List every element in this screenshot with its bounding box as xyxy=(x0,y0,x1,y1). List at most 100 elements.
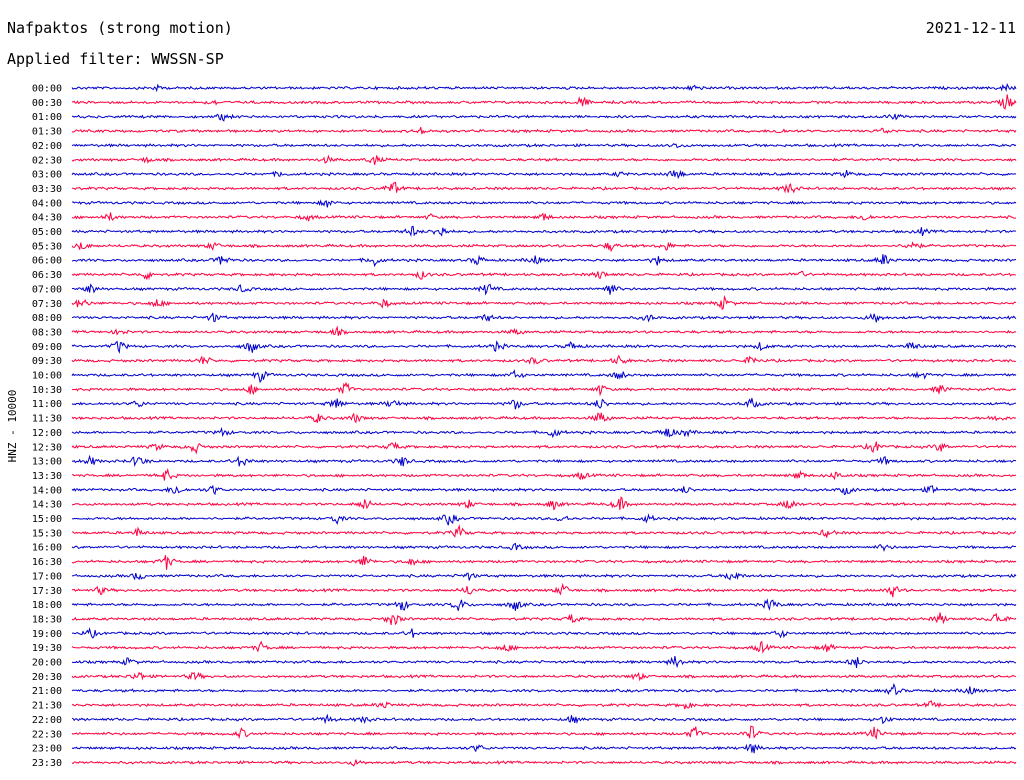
row-time-label: 15:00 xyxy=(32,514,62,525)
trace-line xyxy=(71,143,1017,149)
trace-line xyxy=(71,612,1017,626)
trace-line xyxy=(71,640,1017,654)
trace-line xyxy=(71,582,1017,598)
row-time-label: 22:00 xyxy=(32,715,62,726)
trace-line xyxy=(71,381,1017,397)
trace-line xyxy=(71,154,1017,165)
row-time-label: 09:30 xyxy=(32,356,62,367)
trace-line xyxy=(71,212,1017,222)
trace-line xyxy=(71,340,1017,354)
row-time-label: 03:30 xyxy=(32,184,62,195)
row-time-label: 18:30 xyxy=(32,614,62,625)
trace-line xyxy=(71,412,1017,424)
row-time-label: 19:30 xyxy=(32,643,62,654)
row-time-label: 17:00 xyxy=(32,571,62,582)
row-time-label: 14:30 xyxy=(32,500,62,511)
row-time-label: 07:30 xyxy=(32,299,62,310)
trace-line xyxy=(71,513,1017,526)
row-time-label: 10:00 xyxy=(32,371,62,382)
row-time-label: 04:30 xyxy=(32,213,62,224)
trace-line xyxy=(71,127,1017,135)
row-time-label: 13:30 xyxy=(32,471,62,482)
row-time-label: 21:30 xyxy=(32,701,62,712)
y-axis-label: HNZ - 10000 xyxy=(6,390,19,463)
trace-line xyxy=(71,354,1017,366)
trace-line xyxy=(71,199,1017,208)
row-time-label: 12:30 xyxy=(32,442,62,453)
trace-line xyxy=(71,426,1017,439)
applied-filter: Applied filter: WWSSN-SP xyxy=(7,50,224,68)
trace-line xyxy=(71,656,1016,669)
trace-line xyxy=(71,225,1017,237)
row-time-label: 05:30 xyxy=(32,241,62,252)
row-time-label: 09:00 xyxy=(32,342,62,353)
trace-line xyxy=(71,254,1017,268)
trace-line xyxy=(71,283,1017,296)
row-time-label: 19:00 xyxy=(32,629,62,640)
trace-line xyxy=(71,325,1017,336)
trace-line xyxy=(71,700,1017,710)
row-time-label: 02:30 xyxy=(32,155,62,166)
row-time-label: 05:00 xyxy=(32,227,62,238)
row-time-label: 12:00 xyxy=(32,428,62,439)
trace-line xyxy=(71,682,1017,696)
trace-line xyxy=(71,94,1017,110)
row-time-label: 13:00 xyxy=(32,457,62,468)
trace-line xyxy=(71,524,1017,538)
row-time-label: 14:00 xyxy=(32,485,62,496)
trace-line xyxy=(71,270,1017,281)
station-title: Nafpaktos (strong motion) xyxy=(7,19,233,37)
row-time-label: 22:30 xyxy=(32,729,62,740)
row-time-label: 08:30 xyxy=(32,327,62,338)
trace-line xyxy=(71,571,1017,581)
row-time-label: 20:00 xyxy=(32,658,62,669)
row-time-label: 23:30 xyxy=(32,758,62,769)
row-time-label: 16:00 xyxy=(32,543,62,554)
row-time-label: 01:30 xyxy=(32,127,62,138)
time-tick-labels: 00:00 00:30 01:00 01:30 02:00 02:30 03:00 03:30… xyxy=(32,84,62,769)
trace-line xyxy=(71,496,1017,511)
trace-line xyxy=(71,626,1017,639)
trace-line xyxy=(71,397,1017,410)
trace-line xyxy=(71,484,1017,496)
trace-line xyxy=(71,113,1017,122)
row-time-label: 08:00 xyxy=(32,313,62,324)
trace-line xyxy=(71,312,1017,323)
row-time-label: 23:00 xyxy=(32,744,62,755)
trace-line xyxy=(71,454,1017,468)
row-time-label: 00:30 xyxy=(32,98,62,109)
trace-line xyxy=(71,369,1017,384)
row-time-label: 17:30 xyxy=(32,586,62,597)
trace-line xyxy=(71,169,1017,180)
row-time-label: 16:30 xyxy=(32,557,62,568)
row-time-label: 21:00 xyxy=(32,686,62,697)
row-time-label: 18:00 xyxy=(32,600,62,611)
trace-line xyxy=(71,467,1017,481)
record-date: 2021-12-11 xyxy=(925,19,1016,37)
trace-line xyxy=(71,671,1017,682)
row-time-label: 00:00 xyxy=(32,84,62,95)
row-time-label: 11:00 xyxy=(32,399,62,410)
row-time-label: 04:00 xyxy=(32,198,62,209)
row-time-label: 20:30 xyxy=(32,672,62,683)
trace-line xyxy=(71,743,1017,754)
row-time-label: 06:30 xyxy=(32,270,62,281)
trace-line xyxy=(71,759,1017,767)
trace-line xyxy=(71,294,1017,311)
trace-line xyxy=(71,83,1017,93)
row-time-label: 06:00 xyxy=(32,256,62,267)
row-time-label: 02:00 xyxy=(32,141,62,152)
row-time-label: 15:30 xyxy=(32,528,62,539)
row-time-label: 03:00 xyxy=(32,170,62,181)
row-time-label: 11:30 xyxy=(32,414,62,425)
trace-line xyxy=(71,554,1017,570)
trace-line xyxy=(71,441,1017,455)
row-time-label: 01:00 xyxy=(32,112,62,123)
row-time-label: 07:00 xyxy=(32,284,62,295)
seismic-traces xyxy=(71,83,1017,767)
trace-line xyxy=(71,241,1017,253)
trace-line xyxy=(71,713,1017,725)
trace-line xyxy=(71,598,1017,611)
trace-line xyxy=(71,542,1017,552)
